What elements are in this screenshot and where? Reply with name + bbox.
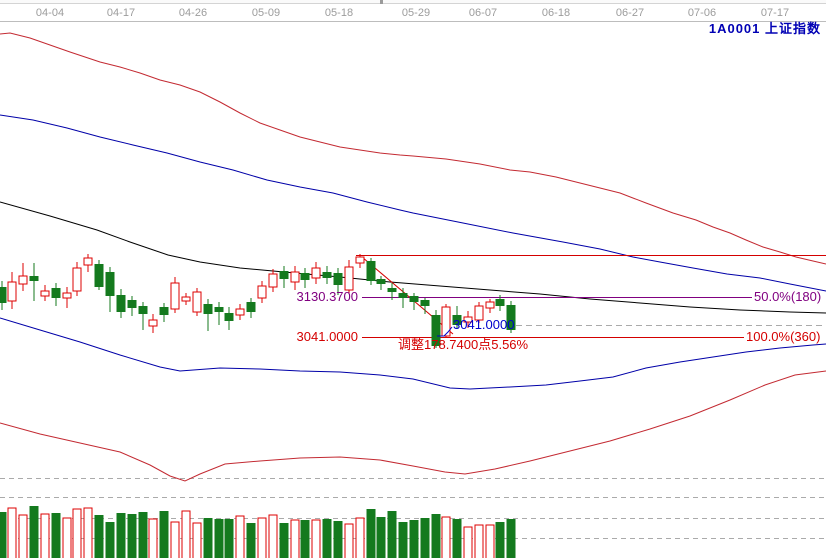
- x-axis-tick: 04-17: [106, 7, 136, 19]
- x-axis-tick: 05-18: [324, 7, 354, 19]
- x-axis-tick: 07-06: [687, 7, 717, 19]
- x-axis-tick: 06-27: [615, 7, 645, 19]
- x-axis-tick: 06-18: [541, 7, 571, 19]
- x-axis-tick: 04-04: [35, 7, 65, 19]
- x-axis-date-row[interactable]: 04-04 04-17 04-26 05-09 05-18 05-29 06-07 06-18…: [0, 5, 826, 22]
- x-axis-tick: 06-07: [468, 7, 498, 19]
- volume-panel-gridlines: [0, 478, 826, 539]
- window-top-strip: [0, 0, 826, 4]
- x-axis-tick: 04-26: [178, 7, 208, 19]
- x-axis-tick: 07-17: [760, 7, 790, 19]
- x-axis-tick: 05-09: [251, 7, 281, 19]
- x-axis-tick: 05-29: [401, 7, 431, 19]
- candlesticks: [0, 254, 516, 348]
- top-axis-tick: [380, 0, 383, 4]
- volume-bars: [0, 506, 516, 558]
- low-callout-pointer: [437, 326, 453, 337]
- moving-average-bands: [0, 32, 826, 482]
- fibonacci-level-lines: [356, 255, 826, 338]
